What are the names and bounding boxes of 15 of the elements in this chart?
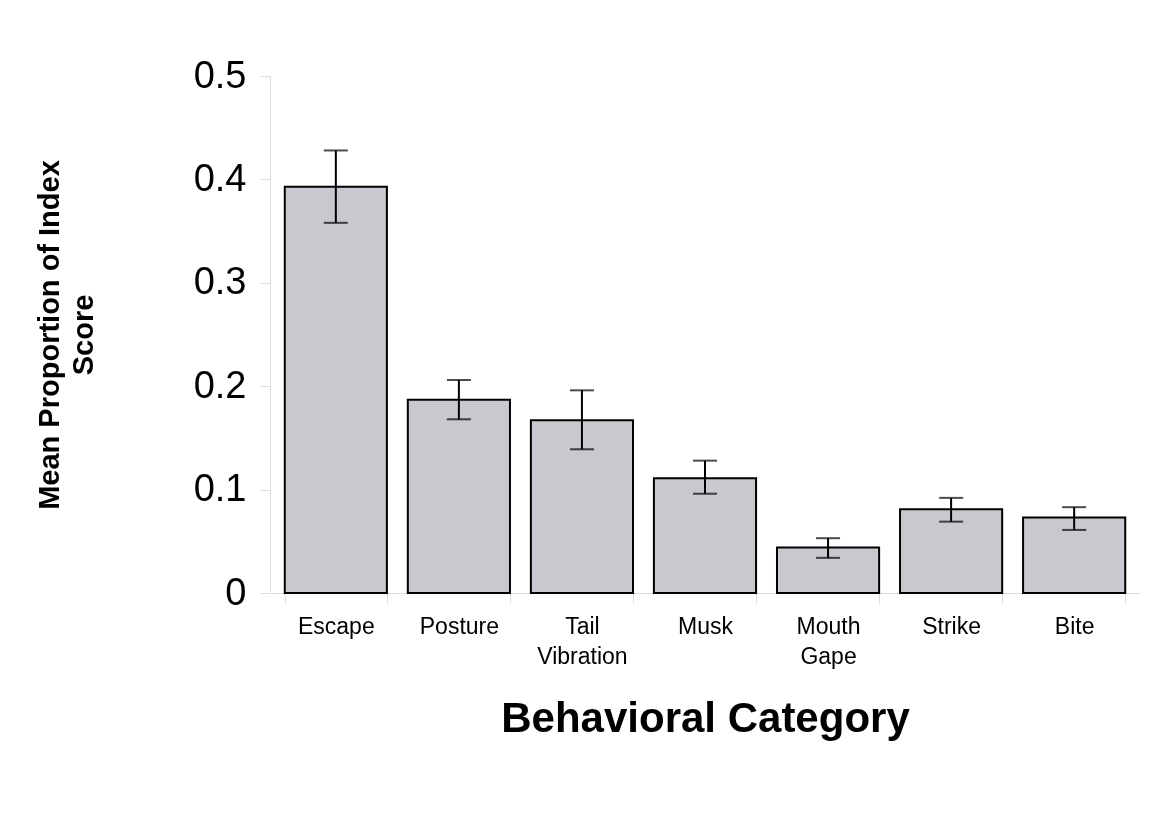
x-tick-label: Posture [419,612,500,639]
x-tick-label: Musk [678,612,734,639]
y-tick-label: 0.1 [193,467,247,510]
x-axis-title: Behavioral Category [501,693,911,741]
y-tick-label: 0.2 [193,363,247,406]
y-tick-label: 0 [225,570,247,613]
y-tick-label: 0.3 [193,260,247,303]
y-tick-label: 0.5 [193,53,247,96]
x-tick-label: Tail Vibration [537,612,628,669]
y-tick-label: 0.4 [193,156,247,199]
x-tick-label: Mouth Gape [796,612,861,669]
y-axis-title: Mean Proportion of Index Score [32,160,99,510]
x-tick-label: Bite [1054,612,1095,639]
x-tick-label: Escape [297,612,375,639]
x-tick-label: Strike [922,612,982,639]
